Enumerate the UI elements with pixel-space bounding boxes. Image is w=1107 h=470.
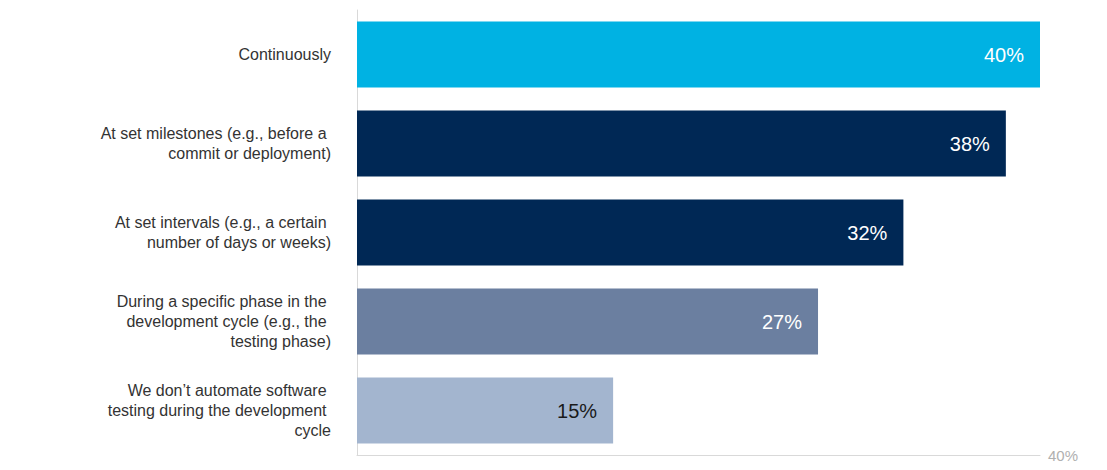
svg-text:27%: 27% [762,311,802,333]
svg-text:38%: 38% [950,133,990,155]
svg-text:During a specific phase in the: During a specific phase in the [117,293,331,310]
svg-text:number of days or weeks): number of days or weeks) [147,234,331,251]
svg-text:40%: 40% [984,44,1024,66]
svg-text:commit or deployment): commit or deployment) [168,145,331,162]
svg-text:At set milestones (e.g., befor: At set milestones (e.g., before a [101,125,331,142]
svg-text:32%: 32% [847,222,887,244]
svg-text:40%: 40% [1048,447,1078,464]
svg-text:testing during the development: testing during the development [108,402,331,419]
svg-text:At set intervals (e.g., a cert: At set intervals (e.g., a certain [115,214,331,231]
svg-text:development cycle (e.g., the: development cycle (e.g., the [126,313,331,330]
svg-text:Continuously: Continuously [239,46,332,63]
svg-text:cycle: cycle [295,422,332,439]
svg-text:We don’t automate software: We don’t automate software [128,382,331,399]
svg-text:testing phase): testing phase) [230,333,331,350]
svg-text:15%: 15% [557,400,597,422]
